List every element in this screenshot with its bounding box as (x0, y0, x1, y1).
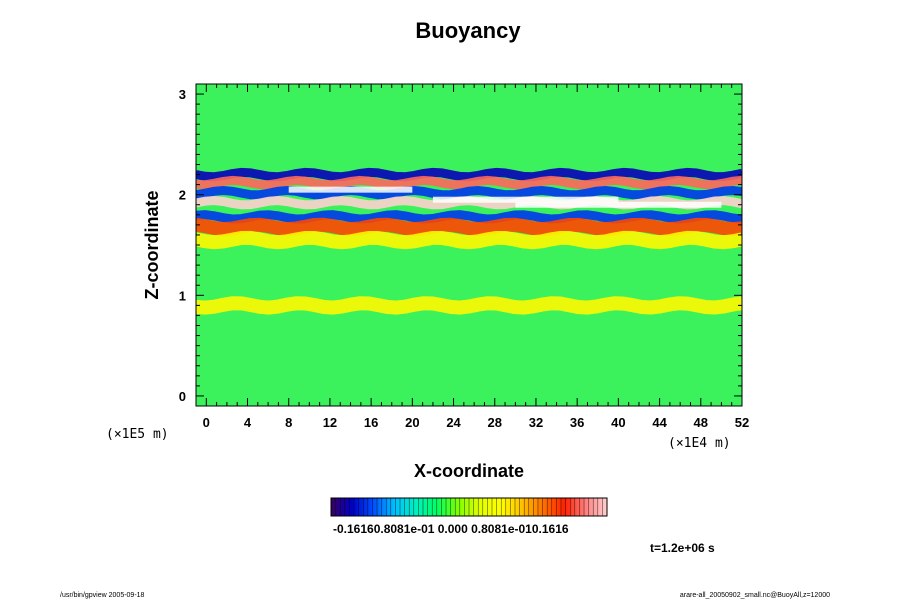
x-axis-label: X-coordinate (414, 461, 524, 481)
x-tick-label: 4 (244, 415, 252, 430)
field-band (196, 175, 742, 190)
colorbar-frame (330, 497, 608, 517)
y-tick-label: 3 (179, 87, 186, 102)
x-tick-label: 16 (364, 415, 378, 430)
colorbar-tick-labels: -0.16160.8081e-01 0.000 0.8081e-010.1616 (333, 522, 569, 536)
field-band (196, 167, 742, 182)
time-label: t=1.2e+06 s (650, 541, 715, 555)
y-tick-label: 0 (179, 389, 186, 404)
field-saturated-streak (432, 196, 619, 203)
y-tick-label: 2 (179, 188, 186, 203)
y-axis-label: Z-coordinate (142, 190, 162, 299)
y-tick-label: 1 (179, 288, 186, 303)
field-saturated-streak (288, 186, 413, 193)
field-band (196, 210, 742, 224)
x-tick-label: 0 (203, 415, 210, 430)
x-tick-label: 52 (735, 415, 749, 430)
footer-right: arare-all_20050902_small.nc@BuoyAll,z=12… (680, 592, 830, 599)
field-band (196, 217, 742, 237)
x-tick-label: 20 (405, 415, 419, 430)
x-tick-label: 28 (488, 415, 502, 430)
x-tick-label: 44 (652, 415, 667, 430)
chart-title: Buoyancy (415, 18, 521, 43)
field-band (196, 296, 742, 315)
x-tick-label: 36 (570, 415, 584, 430)
field-saturated-streak (515, 201, 722, 208)
x-axis-unit: (×1E4 m) (668, 436, 731, 451)
y-axis-ticks: 0 1 2 3 (179, 87, 742, 404)
plot-area (195, 83, 743, 407)
x-tick-label: 24 (446, 415, 461, 430)
x-tick-label: 32 (529, 415, 543, 430)
field-band (196, 230, 742, 250)
colorbar: -0.16160.8081e-01 0.000 0.8081e-010.1616 (330, 497, 608, 536)
x-tick-label: 12 (323, 415, 337, 430)
y-axis-unit: (×1E5 m) (106, 427, 169, 442)
footer-left: /usr/bin/gpview 2005-09-18 (60, 592, 145, 599)
x-axis-ticks: 0 4 8 12 16 20 24 28 32 36 40 44 48 52 (195, 84, 749, 430)
x-tick-label: 40 (611, 415, 625, 430)
colorbar-ticks (330, 498, 608, 516)
buoyancy-field (196, 167, 742, 315)
x-tick-label: 8 (285, 415, 292, 430)
x-tick-label: 48 (694, 415, 708, 430)
field-band (196, 185, 742, 200)
